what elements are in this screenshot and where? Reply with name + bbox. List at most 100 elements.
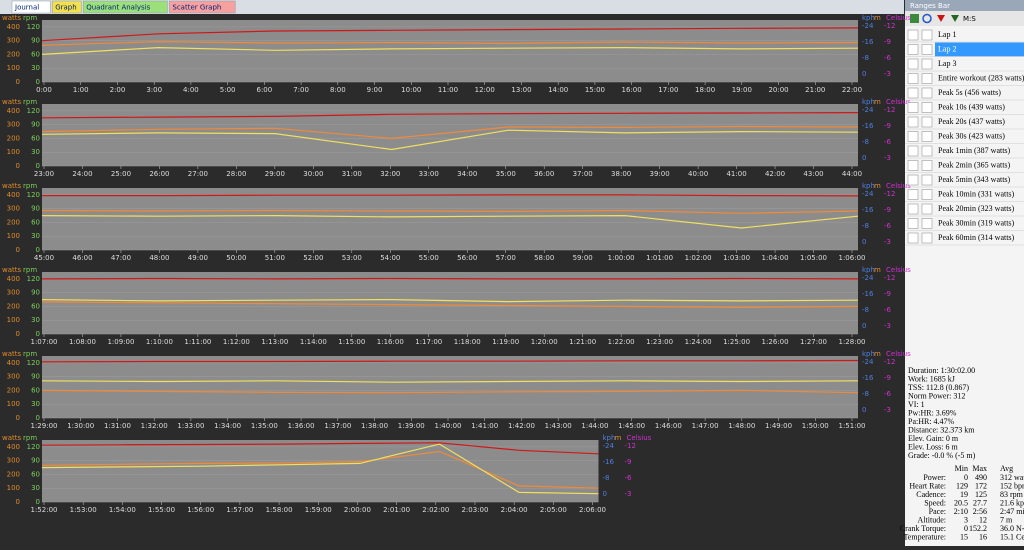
x-tick-label: 1:53:00 <box>70 506 97 514</box>
checkbox[interactable] <box>922 204 932 214</box>
checkbox[interactable] <box>922 175 932 185</box>
x-tick-label: 1:23:00 <box>646 338 673 346</box>
checkbox[interactable] <box>908 45 918 55</box>
y-tick-label: 60 <box>31 134 40 142</box>
checkbox[interactable] <box>908 103 918 113</box>
range-item[interactable]: Peak 10min (331 watts) <box>938 189 1015 198</box>
axis-unit: Celsius <box>886 182 911 190</box>
y-tick-label: 30 <box>31 232 40 240</box>
range-item[interactable]: Lap 2 <box>938 44 956 53</box>
x-tick-label: 28:00 <box>226 170 246 178</box>
axis-unit: watts <box>2 434 22 442</box>
range-item[interactable]: Peak 2min (365 watts) <box>938 160 1011 169</box>
y2-tick-label: -16 <box>862 122 874 130</box>
x-tick-label: 14:00 <box>548 86 568 94</box>
x-tick-label: 2:05:00 <box>540 506 567 514</box>
checkbox[interactable] <box>922 219 932 229</box>
x-tick-label: 5:00 <box>220 86 236 94</box>
checkbox[interactable] <box>922 233 932 243</box>
x-tick-label: 1:52:00 <box>31 506 58 514</box>
checkbox[interactable] <box>908 59 918 69</box>
checkbox[interactable] <box>908 233 918 243</box>
x-tick-label: 1:45:00 <box>618 422 645 430</box>
x-tick-label: 1:29:00 <box>31 422 58 430</box>
axis-unit: rpm <box>23 434 37 442</box>
y-tick-label: 90 <box>31 289 40 297</box>
checkbox[interactable] <box>908 175 918 185</box>
x-tick-label: 10:00 <box>401 86 421 94</box>
axis-unit: kph <box>603 434 616 442</box>
x-tick-label: 1:58:00 <box>266 506 293 514</box>
checkbox[interactable] <box>922 45 932 55</box>
y2-tick-label: -8 <box>603 474 610 482</box>
tab-label[interactable]: Graph <box>55 4 76 12</box>
axis-unit: m <box>874 14 881 22</box>
y2-tick-label: 0 <box>862 154 866 162</box>
y-tick-label: 200 <box>7 218 20 226</box>
checkbox[interactable] <box>908 190 918 200</box>
checkbox[interactable] <box>922 103 932 113</box>
range-item[interactable]: Lap 1 <box>938 30 956 39</box>
range-item[interactable]: Peak 20min (323 watts) <box>938 204 1015 213</box>
range-item[interactable]: Peak 5s (456 watts) <box>938 88 1001 97</box>
tab-label[interactable]: Journal <box>14 4 39 12</box>
y2-tick-label: -12 <box>884 274 895 282</box>
checkbox[interactable] <box>922 146 932 156</box>
range-item[interactable]: Peak 20s (437 watts) <box>938 117 1005 126</box>
x-tick-label: 16:00 <box>622 86 642 94</box>
axis-unit: kph <box>862 350 875 358</box>
range-item[interactable]: Peak 10s (439 watts) <box>938 102 1005 111</box>
y-tick-label: 30 <box>31 400 40 408</box>
y-tick-label: 60 <box>31 302 40 310</box>
range-item[interactable]: Lap 3 <box>938 59 956 68</box>
y-tick-label: 400 <box>7 107 20 115</box>
checkbox[interactable] <box>922 117 932 127</box>
checkbox[interactable] <box>922 59 932 69</box>
x-tick-label: 1:30:00 <box>67 422 94 430</box>
checkbox[interactable] <box>908 74 918 84</box>
x-tick-label: 18:00 <box>695 86 715 94</box>
checkbox[interactable] <box>908 204 918 214</box>
checkbox[interactable] <box>922 88 932 98</box>
checkbox[interactable] <box>922 161 932 171</box>
checkbox[interactable] <box>922 132 932 142</box>
tool-icon[interactable] <box>910 14 919 23</box>
y-tick-label: 90 <box>31 457 40 465</box>
y-tick-label: 0 <box>16 246 20 254</box>
checkbox[interactable] <box>908 132 918 142</box>
x-tick-label: 1:57:00 <box>226 506 253 514</box>
x-tick-label: 19:00 <box>732 86 752 94</box>
y2-tick-label: -12 <box>884 22 895 30</box>
y-tick-label: 200 <box>7 50 20 58</box>
y-tick-label: 400 <box>7 275 20 283</box>
x-tick-label: 1:56:00 <box>187 506 214 514</box>
checkbox[interactable] <box>908 30 918 40</box>
toolbar-label[interactable]: M:S <box>963 15 976 23</box>
checkbox[interactable] <box>908 117 918 127</box>
stats-value: 15.1 Celsius <box>1000 532 1024 541</box>
checkbox[interactable] <box>908 88 918 98</box>
x-tick-label: 22:00 <box>842 86 862 94</box>
range-item[interactable]: Peak 5min (343 watts) <box>938 175 1011 184</box>
checkbox[interactable] <box>908 146 918 156</box>
x-tick-label: 1:17:00 <box>415 338 442 346</box>
range-item[interactable]: Peak 30min (319 watts) <box>938 218 1015 227</box>
range-item[interactable]: Peak 60min (314 watts) <box>938 233 1015 242</box>
y-tick-label: 400 <box>7 23 20 31</box>
x-tick-label: 1:21:00 <box>569 338 596 346</box>
checkbox[interactable] <box>922 74 932 84</box>
range-item[interactable]: Peak 30s (423 watts) <box>938 131 1005 140</box>
axis-unit: watts <box>2 98 22 106</box>
tab-label[interactable]: Quadrant Analysis <box>86 4 150 12</box>
y-tick-label: 100 <box>7 316 20 324</box>
checkbox[interactable] <box>908 161 918 171</box>
y2-tick-label: -3 <box>884 70 891 78</box>
checkbox[interactable] <box>908 219 918 229</box>
y-tick-label: 0 <box>16 78 20 86</box>
checkbox[interactable] <box>922 30 932 40</box>
tab-label[interactable]: Scatter Graph <box>172 4 221 12</box>
checkbox[interactable] <box>922 190 932 200</box>
range-item[interactable]: Peak 1min (387 watts) <box>938 146 1011 155</box>
range-item[interactable]: Entire workout (283 watts) <box>938 73 1024 82</box>
